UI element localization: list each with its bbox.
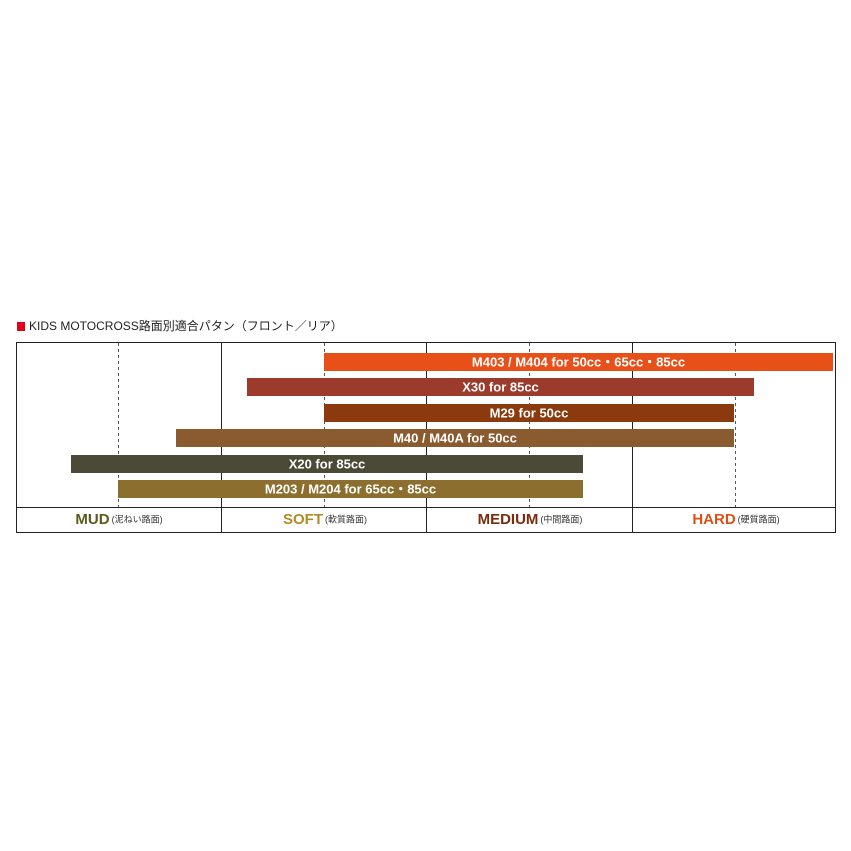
terrain-name: MUD xyxy=(75,511,109,528)
terrain-note: (中間路面) xyxy=(540,513,582,524)
terrain-label: MUD (泥ねい路面) xyxy=(75,511,162,528)
bars: M403 / M404 for 50cc・65cc・85cc X30 for 85… xyxy=(71,353,833,498)
pattern-label: M40 / M40A for 50cc xyxy=(393,430,517,445)
pattern-bar xyxy=(247,378,754,396)
terrains: MUD (泥ねい路面) SOFT (軟質路面) MEDIUM (中間路面) HARD (硬質路… xyxy=(75,511,779,528)
pattern-label: M403 / M404 for 50cc・65cc・85cc xyxy=(472,354,685,369)
pattern-bar xyxy=(118,480,583,498)
terrain-note: (泥ねい路面) xyxy=(112,513,163,524)
pattern-label: M29 for 50cc xyxy=(490,405,569,420)
terrain-label: HARD (硬質路面) xyxy=(692,511,779,528)
title-marker xyxy=(17,322,25,331)
terrain-name: HARD xyxy=(692,511,735,528)
pattern-bar xyxy=(176,429,734,447)
pattern-label: X20 for 85cc xyxy=(289,456,366,471)
terrain-label: SOFT (軟質路面) xyxy=(283,511,367,528)
terrain-name: SOFT xyxy=(283,511,323,528)
terrain-note: (硬質路面) xyxy=(738,513,780,524)
title: KIDS MOTOCROSS路面別適合パタン（フロント／リア） xyxy=(29,318,343,333)
terrain-note: (軟質路面) xyxy=(325,513,367,524)
terrain-label: MEDIUM (中間路面) xyxy=(478,511,583,528)
pattern-label: X30 for 85cc xyxy=(462,379,539,394)
terrain-name: MEDIUM xyxy=(478,511,539,528)
pattern-bar xyxy=(71,455,583,473)
pattern-bar xyxy=(324,404,734,422)
pattern-label: M203 / M204 for 65cc・85cc xyxy=(265,481,436,496)
pattern-bar xyxy=(324,353,833,371)
